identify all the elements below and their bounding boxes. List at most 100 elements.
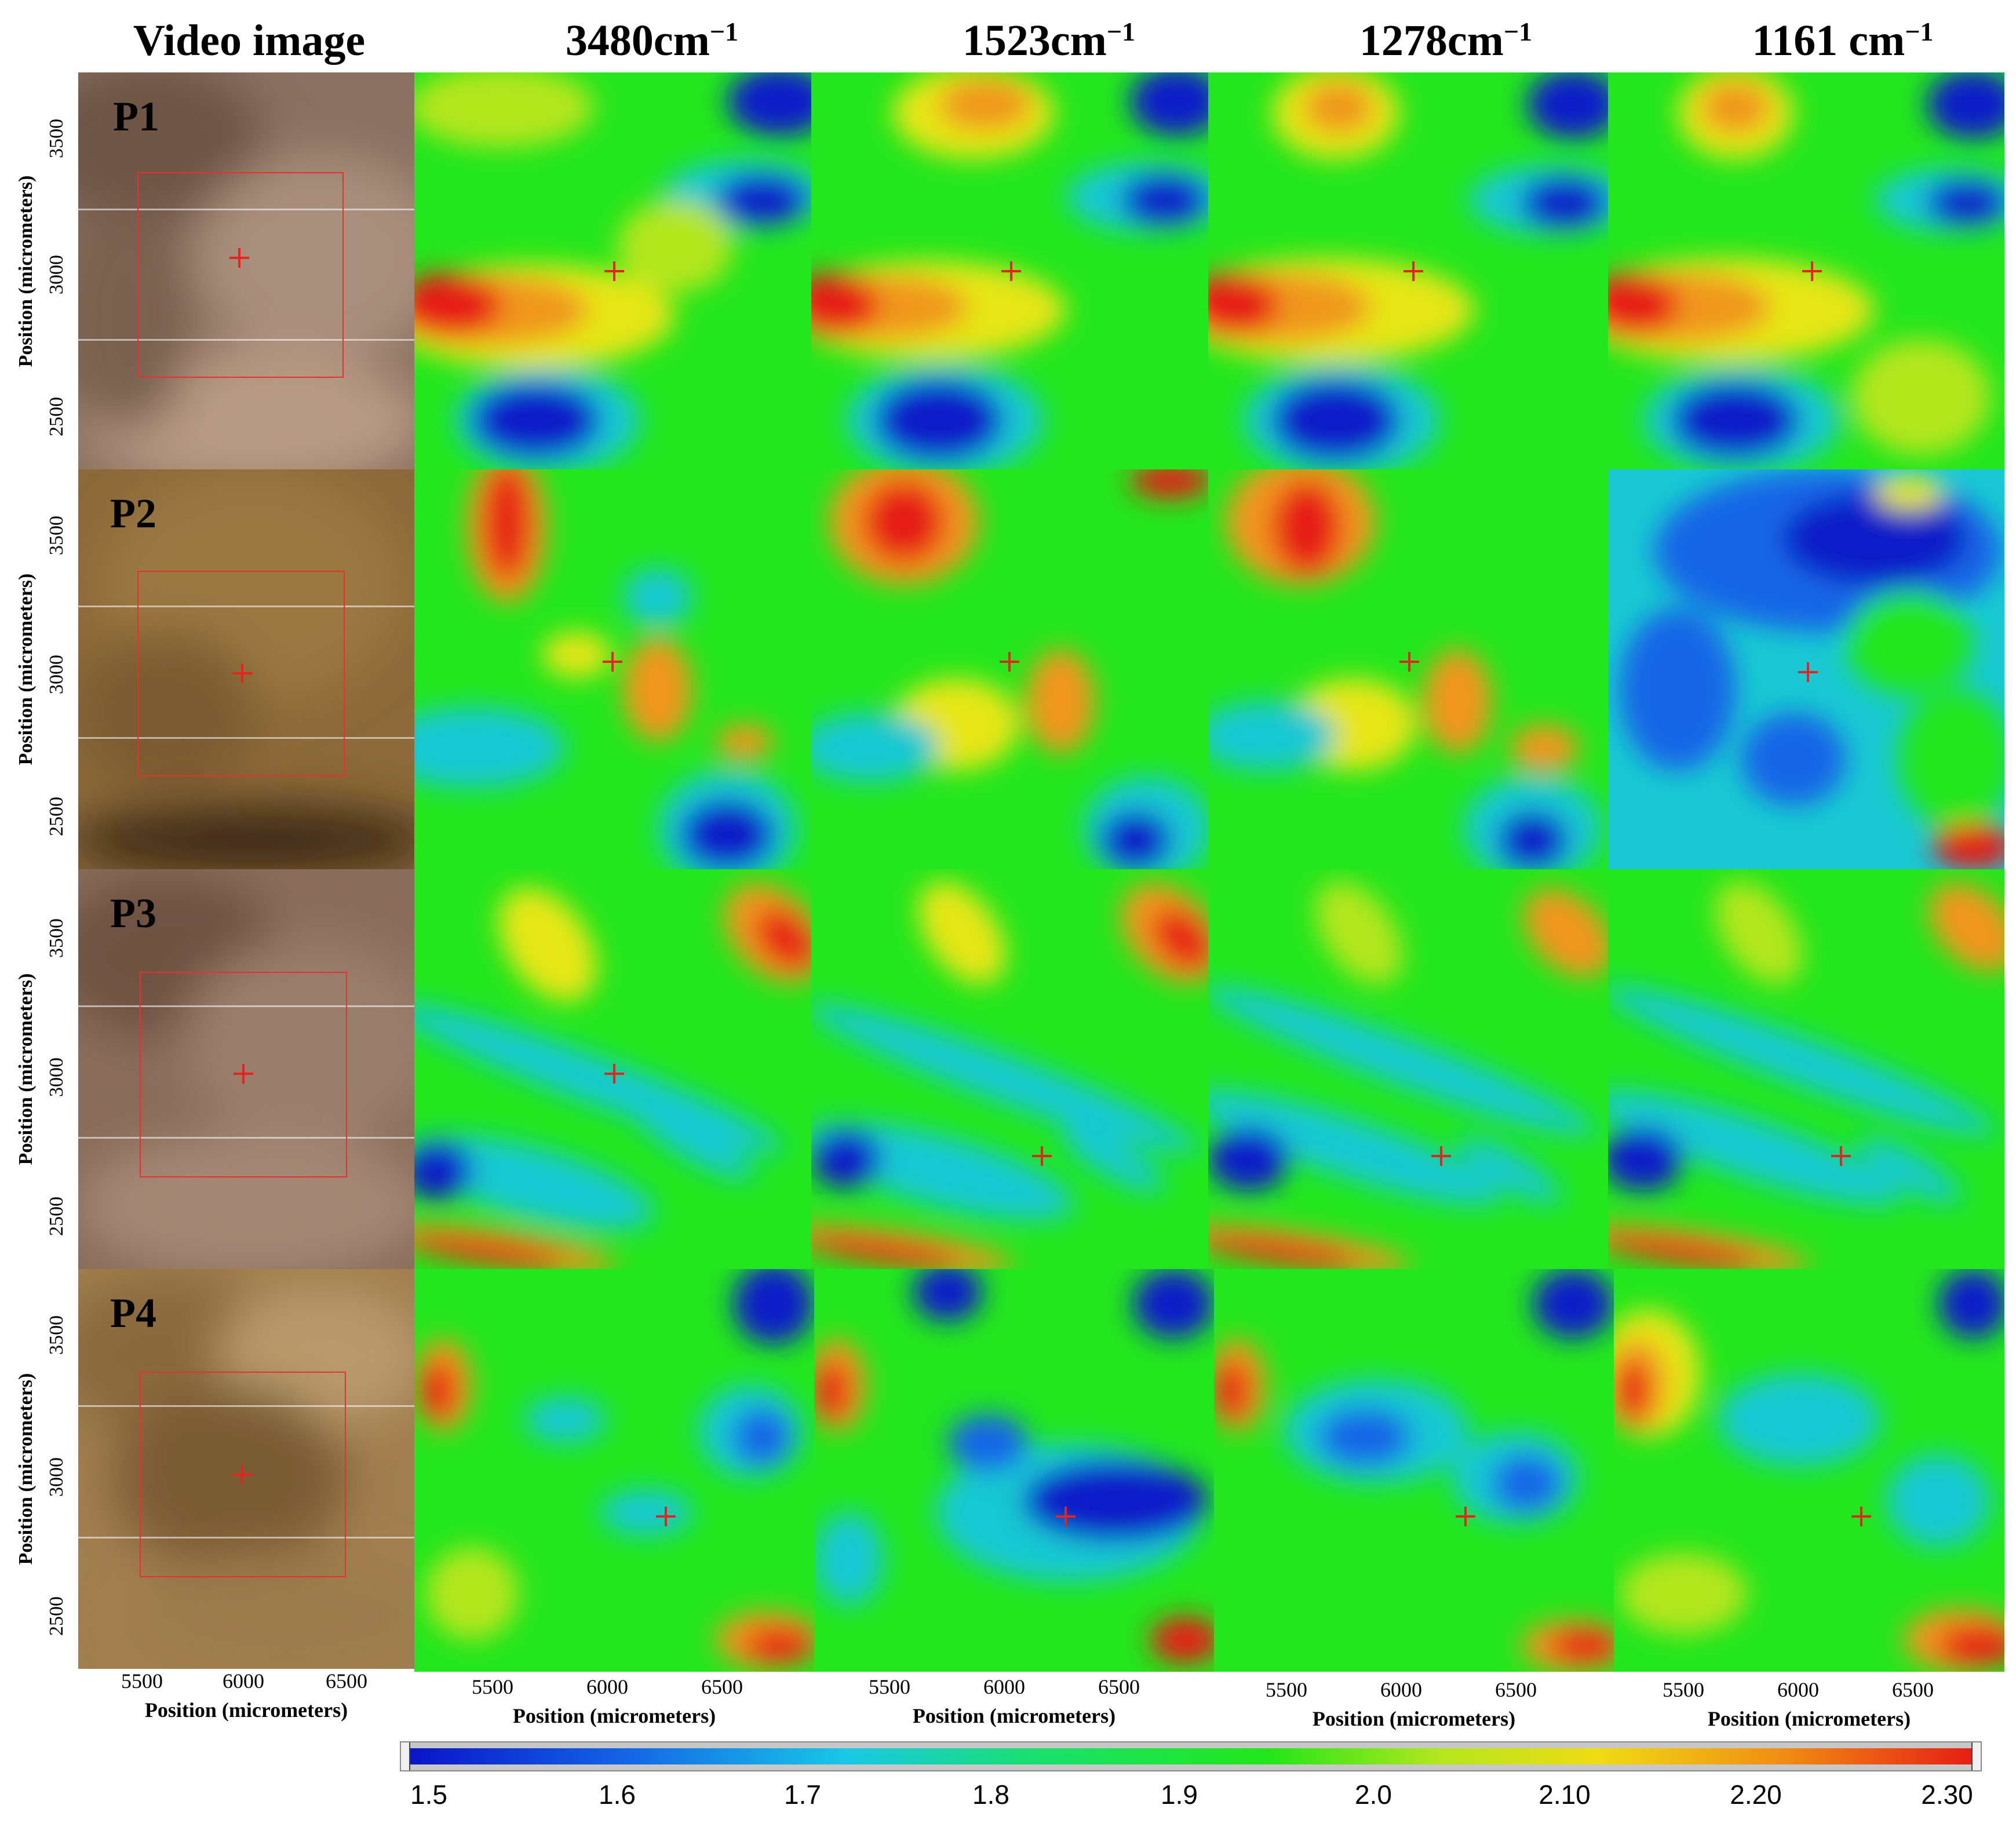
spectral-map-p4-1523 — [814, 1269, 1214, 1672]
selection-box — [140, 972, 347, 1177]
y-tick-label: 3500 — [46, 516, 67, 555]
colorbar-tick: 2.20 — [1730, 1780, 1782, 1810]
spectral-map-p3-1523 — [811, 869, 1208, 1269]
colorbar-min-handle[interactable] — [401, 1742, 410, 1770]
crosshair-marker — [1001, 261, 1021, 281]
crosshair-marker — [656, 1507, 676, 1526]
x-tick-label: 6500 — [701, 1675, 743, 1698]
x-tick-label: 6000 — [1777, 1678, 1819, 1701]
spectral-map-p2-1161 — [1608, 469, 2004, 869]
y-tick-label: 3500 — [46, 1315, 67, 1355]
selection-box — [137, 571, 345, 776]
x-tick-label: 5500 — [869, 1675, 910, 1698]
colorbar — [400, 1741, 1982, 1771]
stitch-seam — [78, 1537, 414, 1538]
colorbar-max-handle[interactable] — [1971, 1742, 1981, 1770]
row-label-p1: P1 — [113, 93, 159, 140]
x-axis-label: Position (micrometers) — [912, 1704, 1116, 1727]
crosshair-marker — [1000, 652, 1019, 672]
stitch-seam — [78, 737, 414, 739]
colorbar-tick: 1.9 — [1161, 1780, 1198, 1810]
y-tick-label: 3000 — [46, 1058, 67, 1097]
column-title-text: Video image — [133, 16, 366, 65]
colorbar-gradient — [409, 1748, 1973, 1764]
x-tick-label: 5500 — [1266, 1678, 1307, 1701]
column-title-1161: 1161 cm−1 — [1680, 12, 2005, 70]
selection-box — [140, 1372, 346, 1577]
column-title-superscript: −1 — [1503, 17, 1533, 46]
crosshair-marker — [604, 1064, 624, 1084]
y-tick-label: 2500 — [46, 1197, 67, 1236]
video-image-p1 — [78, 72, 414, 469]
x-tick-label: 5500 — [472, 1675, 513, 1698]
y-tick-label: 3500 — [46, 119, 67, 158]
stitch-seam — [78, 339, 414, 341]
x-tick-label: 6000 — [223, 1669, 264, 1693]
video-image-p3 — [78, 869, 414, 1269]
stitch-seam — [78, 1405, 414, 1407]
crosshair-marker — [232, 1465, 252, 1485]
y-tick-label: 2500 — [46, 797, 67, 836]
x-tick-label: 6000 — [1380, 1678, 1422, 1701]
crosshair-marker — [1802, 261, 1822, 281]
y-tick-label: 3000 — [46, 1457, 67, 1497]
y-axis-label: Position (micrometers) — [15, 973, 37, 1165]
spectral-map-p3-1161 — [1608, 869, 2004, 1269]
colorbar-tick: 1.7 — [784, 1780, 821, 1810]
y-axis-label: Position (micrometers) — [15, 175, 37, 367]
spectral-map-p1-1523 — [811, 72, 1208, 469]
crosshair-marker — [1851, 1507, 1871, 1526]
colorbar-tick: 2.30 — [1921, 1780, 1973, 1810]
colorbar-tick: 2.0 — [1355, 1780, 1392, 1810]
column-title-superscript: −1 — [1905, 17, 1934, 46]
colorbar-tick: 1.8 — [972, 1780, 1009, 1810]
y-tick-label: 3500 — [46, 918, 67, 958]
crosshair-marker — [604, 261, 624, 281]
x-tick-label: 6500 — [1098, 1675, 1140, 1698]
column-title-text: 1523cm — [962, 16, 1107, 65]
column-title-superscript: −1 — [709, 17, 739, 46]
spectral-map-p4-3480 — [414, 1269, 814, 1672]
column-title-superscript: −1 — [1106, 17, 1136, 46]
crosshair-marker — [603, 652, 622, 672]
x-axis-label: Position (micrometers) — [1707, 1707, 1911, 1730]
colorbar-tick: 1.6 — [599, 1780, 636, 1810]
y-tick-label: 2500 — [46, 1596, 67, 1636]
column-title-3480: 3480cm−1 — [490, 12, 814, 70]
column-title-1523: 1523cm−1 — [887, 12, 1211, 70]
crosshair-marker — [1403, 261, 1423, 281]
crosshair-marker — [1032, 1146, 1052, 1166]
stitch-seam — [78, 209, 414, 210]
column-title-text: 1161 cm — [1752, 16, 1905, 65]
crosshair-marker — [1431, 1146, 1451, 1166]
stitch-seam — [78, 606, 414, 607]
video-image-p4 — [78, 1269, 414, 1669]
stitch-seam — [78, 1005, 414, 1007]
y-tick-label: 3000 — [46, 255, 67, 294]
crosshair-marker — [234, 1064, 253, 1084]
crosshair-marker — [1798, 662, 1818, 682]
colorbar-tick: 1.5 — [410, 1780, 447, 1810]
colorbar-tick: 2.10 — [1539, 1780, 1591, 1810]
x-tick-label: 6500 — [1892, 1678, 1934, 1701]
y-tick-label: 2500 — [46, 397, 67, 436]
spectral-map-p3-3480 — [414, 869, 811, 1269]
spectral-map-p1-1161 — [1608, 72, 2004, 469]
x-tick-label: 5500 — [1663, 1678, 1704, 1701]
crosshair-marker — [1056, 1507, 1076, 1526]
column-title-text: 1278cm — [1359, 16, 1504, 65]
video-image-p2 — [78, 469, 414, 869]
spectral-map-p1-3480 — [414, 72, 811, 469]
column-title-1278: 1278cm−1 — [1284, 12, 1608, 70]
x-tick-label: 6000 — [983, 1675, 1025, 1698]
column-title-video: Video image — [87, 12, 411, 70]
stitch-seam — [78, 1137, 414, 1139]
x-tick-label: 6500 — [1495, 1678, 1537, 1701]
spectral-map-p4-1161 — [1614, 1269, 2004, 1672]
row-label-p4: P4 — [110, 1290, 156, 1336]
x-axis-label: Position (micrometers) — [512, 1704, 716, 1727]
spectral-map-p2-1278 — [1208, 469, 1608, 869]
x-axis-label: Position (micrometers) — [144, 1698, 348, 1722]
x-tick-label: 5500 — [121, 1669, 163, 1693]
crosshair-marker — [1831, 1146, 1851, 1166]
